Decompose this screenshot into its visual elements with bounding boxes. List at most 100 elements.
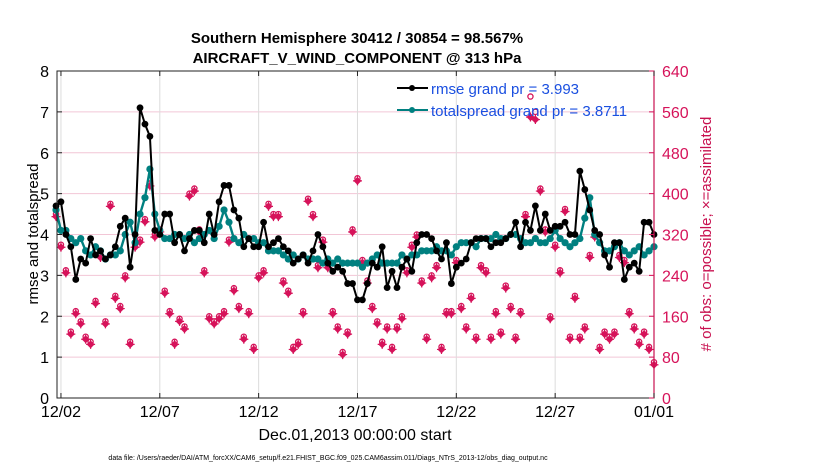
rmse-point: [561, 218, 569, 226]
obs-assimilated-cross: [66, 329, 76, 339]
obs-assimilated-marker: [199, 268, 209, 278]
rmse-point: [640, 218, 648, 226]
rmse-point: [299, 251, 307, 259]
obs-assimilated-cross: [71, 309, 81, 319]
obs-assimilated-cross: [140, 217, 150, 227]
totalspread-point: [358, 263, 367, 271]
rmse-point: [220, 182, 228, 189]
rmse-point: [363, 280, 371, 287]
obs-possible-marker: [527, 93, 534, 100]
obs-assimilated-marker: [100, 319, 110, 329]
y-tick-label: 1: [40, 350, 49, 367]
rmse-point: [77, 255, 85, 263]
obs-assimilated-cross: [436, 344, 446, 354]
rmse-point: [62, 231, 70, 238]
obs-assimilated-marker: [496, 329, 506, 339]
rmse-point: [304, 259, 312, 267]
obs-assimilated-cross: [456, 304, 466, 314]
obs-assimilated-cross: [298, 309, 308, 319]
rmse-point: [635, 267, 643, 275]
rmse-point: [235, 214, 243, 222]
obs-assimilated-marker: [624, 309, 634, 319]
obs-assimilated-marker: [595, 344, 605, 354]
totalspread-point: [339, 259, 347, 267]
obs-assimilated-marker: [184, 191, 194, 201]
obs-assimilated-marker: [511, 334, 521, 344]
rmse-point: [245, 235, 253, 242]
obs-assimilated-marker: [214, 314, 224, 324]
rmse-point: [57, 198, 65, 206]
obs-assimilated-cross: [624, 309, 634, 319]
rmse-point: [67, 243, 75, 251]
obs-assimilated-cross: [328, 309, 338, 319]
y-axis-label: rmse and totalspread: [25, 164, 42, 305]
obs-assimilated-marker: [125, 339, 135, 349]
obs-assimilated-cross: [466, 293, 476, 303]
totalspread-point: [452, 243, 460, 251]
obs-assimilated-cross: [525, 112, 535, 122]
obs-assimilated-marker: [565, 334, 575, 344]
rmse-point: [141, 120, 149, 128]
obs-assimilated-cross: [446, 309, 456, 319]
obs-assimilated-marker: [417, 278, 427, 288]
obs-assimilated-marker: [175, 316, 185, 326]
obs-count-markers: [51, 93, 659, 370]
rmse-point: [240, 243, 248, 251]
obs-assimilated-cross: [609, 329, 619, 339]
obs-assimilated-marker: [254, 273, 264, 283]
rmse-point: [344, 280, 351, 287]
y-tick-label: 8: [40, 64, 49, 81]
obs-assimilated-cross: [352, 176, 362, 186]
rmse-point: [255, 243, 263, 251]
obs-assimilated-cross: [555, 268, 565, 278]
rmse-point: [487, 243, 495, 251]
rmse-point: [492, 239, 500, 247]
totalspread-point: [462, 239, 470, 247]
rmse-point: [195, 227, 203, 234]
obs-assimilated-marker: [273, 212, 283, 222]
rmse-point: [413, 239, 421, 247]
rmse-point: [250, 243, 258, 251]
obs-assimilated-cross: [224, 237, 234, 247]
rmse-point: [146, 133, 154, 140]
obs-assimilated-cross: [209, 319, 219, 329]
rmse-point: [512, 218, 520, 226]
obs-possible-marker: [532, 108, 539, 116]
obs-assimilated-marker: [105, 201, 115, 211]
obs-assimilated-cross: [530, 115, 540, 125]
totalspread-point: [561, 239, 569, 247]
obs-assimilated-marker: [76, 319, 86, 329]
totalspread-point: [388, 259, 396, 267]
rmse-point: [620, 276, 628, 283]
totalspread-point: [348, 259, 357, 267]
rmse-point: [329, 267, 337, 275]
obs-assimilated-marker: [189, 186, 199, 196]
totalspread-point: [566, 243, 574, 251]
x-axis-label: Dec.01,2013 00:00:00 start: [258, 427, 452, 444]
obs-assimilated-marker: [160, 288, 170, 298]
obs-assimilated-marker: [639, 329, 649, 339]
rmse-point: [630, 259, 638, 267]
obs-assimilated-marker: [288, 344, 298, 354]
rmse-point: [541, 210, 549, 218]
obs-assimilated-marker: [244, 309, 254, 319]
rmse-point: [102, 255, 109, 263]
y2-axis-label: # of obs: o=possible; ×=assimilated: [698, 117, 715, 352]
obs-assimilated-marker: [239, 334, 249, 344]
rmse-point: [225, 182, 233, 189]
legend: rmse grand pr = 3.993 totalspread grand …: [397, 81, 627, 120]
obs-assimilated-cross: [580, 324, 590, 334]
obs-assimilated-cross: [278, 278, 288, 288]
rmse-point: [477, 235, 485, 242]
obs-assimilated-cross: [377, 339, 387, 349]
obs-assimilated-marker: [229, 286, 239, 296]
obs-assimilated-marker: [209, 319, 219, 329]
obs-assimilated-cross: [76, 319, 86, 329]
totalspread-point: [556, 234, 564, 243]
rmse-point: [393, 284, 401, 292]
rmse-line: [55, 106, 655, 301]
obs-assimilated-marker: [387, 344, 397, 354]
obs-assimilated-cross: [570, 293, 580, 303]
totalspread-point: [220, 206, 228, 214]
obs-assimilated-marker: [338, 350, 348, 360]
